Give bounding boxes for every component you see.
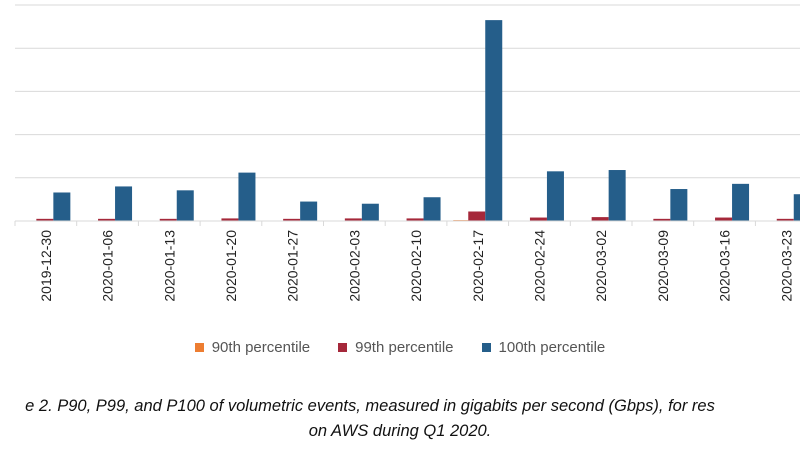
x-tick-label: 2020-03-16 — [717, 230, 733, 302]
legend-swatch-p90 — [194, 342, 204, 352]
bar-p99 — [36, 218, 54, 221]
x-tick-label: 2020-01-13 — [161, 230, 177, 302]
bar-p100 — [732, 183, 750, 221]
x-tick-label: 2020-01-27 — [285, 230, 301, 302]
legend-label-p90: 90th percentile — [211, 338, 311, 356]
x-tick-label: 2020-03-23 — [778, 230, 794, 302]
x-tick-label: 2019-12-30 — [38, 230, 54, 302]
x-tick-label: 2020-02-24 — [531, 230, 547, 302]
legend-item-p99: 99th percentile — [338, 338, 454, 356]
grid-lines — [15, 4, 800, 179]
bar-p100 — [300, 201, 318, 221]
legend-label-p99: 99th percentile — [355, 338, 454, 356]
x-tick-label: 2020-02-17 — [470, 230, 486, 302]
bar-p99 — [344, 218, 362, 221]
bars — [21, 20, 800, 222]
legend-item-p100: 100th percentile — [481, 338, 606, 356]
caption-line-1: e 2. P90, P99, and P100 of volumetric ev… — [25, 397, 715, 415]
chart-svg: 2019-12-30 2020-01-06 2020-01-13 2020-01-20… — [14, 4, 800, 302]
legend-item-p90: 90th percentile — [194, 338, 311, 356]
bar-p100 — [238, 172, 256, 221]
bar-p99 — [98, 218, 116, 221]
x-tick-label: 2020-02-10 — [408, 230, 424, 302]
bar-p100 — [53, 192, 71, 221]
x-axis-tick-labels: 2019-12-30 2020-01-06 2020-01-13 2020-01-20… — [38, 230, 794, 302]
bar-p99 — [283, 218, 301, 221]
bar-p99 — [776, 218, 794, 221]
bar-p100 — [608, 170, 626, 221]
figure-caption: e 2. P90, P99, and P100 of volumetric ev… — [0, 394, 800, 444]
bar-p99 — [653, 218, 671, 221]
bar-p100 — [485, 20, 503, 222]
bar-p99 — [591, 217, 609, 221]
caption-line-2: on AWS during Q1 2020. — [308, 422, 492, 440]
bar-p100 — [361, 203, 379, 221]
legend-swatch-p100 — [481, 342, 491, 352]
x-tick-label: 2020-03-09 — [655, 230, 671, 302]
x-tick-label: 2020-02-03 — [346, 230, 362, 302]
x-tick-label: 2020-03-02 — [593, 230, 609, 302]
legend: 90th percentile 99th percentile 100th pe… — [0, 336, 800, 358]
bar-p100 — [546, 171, 564, 221]
x-axis-ticks — [14, 221, 756, 226]
bar-p100 — [115, 186, 133, 221]
bar-p100 — [423, 197, 441, 221]
bar-p100 — [176, 190, 194, 221]
bar-p100 — [670, 189, 688, 221]
bar-p100 — [793, 194, 800, 221]
x-tick-label: 2020-01-20 — [223, 230, 239, 302]
bar-p99 — [715, 217, 733, 221]
bar-p99 — [221, 218, 239, 221]
legend-label-p100: 100th percentile — [498, 338, 606, 356]
legend-swatch-p99 — [338, 342, 348, 352]
x-tick-label: 2020-01-06 — [100, 230, 116, 302]
bar-p99 — [468, 211, 486, 221]
bar-p99 — [406, 218, 424, 221]
bar-p99 — [529, 217, 547, 221]
bar-p99 — [159, 218, 177, 221]
